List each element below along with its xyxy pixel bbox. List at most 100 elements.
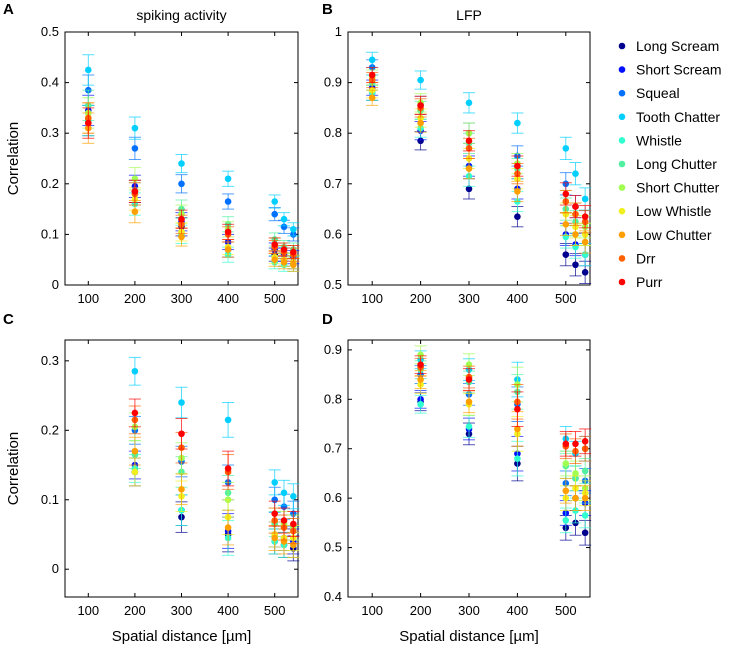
- data-point: [514, 188, 521, 195]
- legend-item: Whistle: [618, 132, 682, 148]
- legend-marker: [618, 89, 626, 97]
- data-point: [131, 145, 139, 152]
- data-point: [178, 399, 185, 406]
- data-point: [581, 269, 589, 276]
- data-point: [465, 99, 473, 107]
- data-point: [417, 351, 424, 359]
- x-tick-label: 500: [555, 603, 577, 618]
- x-tick-label: 400: [217, 291, 239, 306]
- x-tick-label: 100: [361, 603, 383, 618]
- x-tick-label: 300: [171, 603, 193, 618]
- legend-item: Low Whistle: [618, 203, 712, 219]
- data-point: [131, 367, 139, 375]
- legend-marker: [618, 160, 626, 168]
- data-point: [271, 479, 279, 486]
- panel-label: A: [3, 1, 14, 18]
- legend-label: Drr: [636, 250, 656, 266]
- x-tick-label: 200: [410, 603, 432, 618]
- legend-marker: [618, 184, 626, 191]
- legend-item: Long Chutter: [618, 156, 717, 172]
- x-tick-label: 100: [77, 603, 99, 618]
- legend-marker: [618, 255, 626, 262]
- legend-label: Long Scream: [636, 38, 719, 54]
- data-point: [280, 489, 288, 497]
- data-point: [271, 534, 279, 542]
- panel-title: LFP: [456, 7, 482, 23]
- data-point: [271, 256, 279, 264]
- data-point: [514, 162, 521, 170]
- y-tick-label: 0.5: [41, 24, 59, 39]
- legend-label: Low Chutter: [636, 227, 712, 243]
- data-point: [417, 376, 424, 383]
- panel-label: B: [322, 1, 333, 18]
- legend-item: Tooth Chatter: [618, 109, 720, 125]
- data-point: [417, 102, 424, 109]
- x-tick-label: 500: [264, 603, 286, 618]
- data-point: [178, 486, 185, 493]
- data-point: [514, 213, 521, 220]
- y-tick-label: 0.7: [324, 441, 342, 456]
- data-point: [562, 487, 570, 495]
- data-point: [581, 438, 589, 445]
- y-tick-label: 1: [335, 24, 342, 39]
- data-point: [562, 440, 570, 448]
- x-tick-label: 300: [458, 603, 480, 618]
- data-point: [280, 215, 288, 223]
- legend-marker: [618, 42, 626, 50]
- data-point: [465, 185, 473, 193]
- data-point: [271, 210, 279, 218]
- x-tick-label: 200: [410, 291, 432, 306]
- y-tick-label: 0.4: [324, 589, 342, 604]
- data-point: [85, 119, 92, 127]
- y-tick-label: 0: [52, 561, 59, 576]
- x-tick-label: 300: [458, 291, 480, 306]
- legend-label: Short Scream: [636, 62, 722, 78]
- data-point: [224, 416, 232, 424]
- y-tick-label: 0.4: [41, 75, 59, 90]
- data-point: [224, 175, 232, 183]
- data-point: [131, 124, 139, 132]
- y-tick-label: 0.1: [41, 492, 59, 507]
- legend-label: Purr: [636, 274, 663, 290]
- y-tick-label: 0.6: [324, 490, 342, 505]
- legend-label: Short Chutter: [636, 180, 720, 196]
- data-point: [290, 248, 297, 256]
- panel-title: spiking activity: [136, 7, 226, 23]
- legend-marker: [618, 231, 626, 239]
- data-point: [271, 198, 279, 205]
- data-point: [290, 261, 297, 269]
- panel-B: B LFP 100 200 300 400 500 0.5 0.6 0.7 0.8 0.9 1: [322, 1, 592, 306]
- data-point: [465, 376, 473, 383]
- panel-label: D: [322, 311, 333, 328]
- data-point: [572, 494, 579, 502]
- data-point: [290, 492, 297, 500]
- x-tick-label: 200: [124, 291, 146, 306]
- y-tick-label: 0.2: [41, 422, 59, 437]
- data-point: [572, 440, 579, 448]
- data-point: [572, 170, 579, 177]
- data-point: [368, 56, 376, 64]
- data-point: [562, 517, 570, 524]
- data-point: [465, 165, 473, 172]
- y-tick-label: 0: [52, 277, 59, 292]
- legend-marker: [618, 207, 626, 215]
- data-point: [581, 238, 589, 246]
- data-point: [465, 423, 473, 430]
- data-point: [581, 529, 589, 537]
- legend-item: Short Scream: [618, 62, 722, 78]
- data-point: [131, 208, 139, 215]
- y-tick-label: 0.7: [324, 176, 342, 191]
- data-point: [178, 430, 185, 438]
- data-point: [417, 137, 424, 145]
- data-point: [131, 447, 139, 455]
- x-tick-label: 400: [507, 603, 529, 618]
- legend-label: Whistle: [636, 132, 682, 148]
- data-point: [562, 251, 570, 258]
- data-point: [368, 71, 376, 79]
- y-axis-label: Correlation: [5, 122, 22, 195]
- y-tick-label: 0.3: [41, 125, 59, 140]
- panel-C: C 100 200 300 400 500 0 0.1 0.2 0.3 Correlation Spa…: [3, 311, 300, 645]
